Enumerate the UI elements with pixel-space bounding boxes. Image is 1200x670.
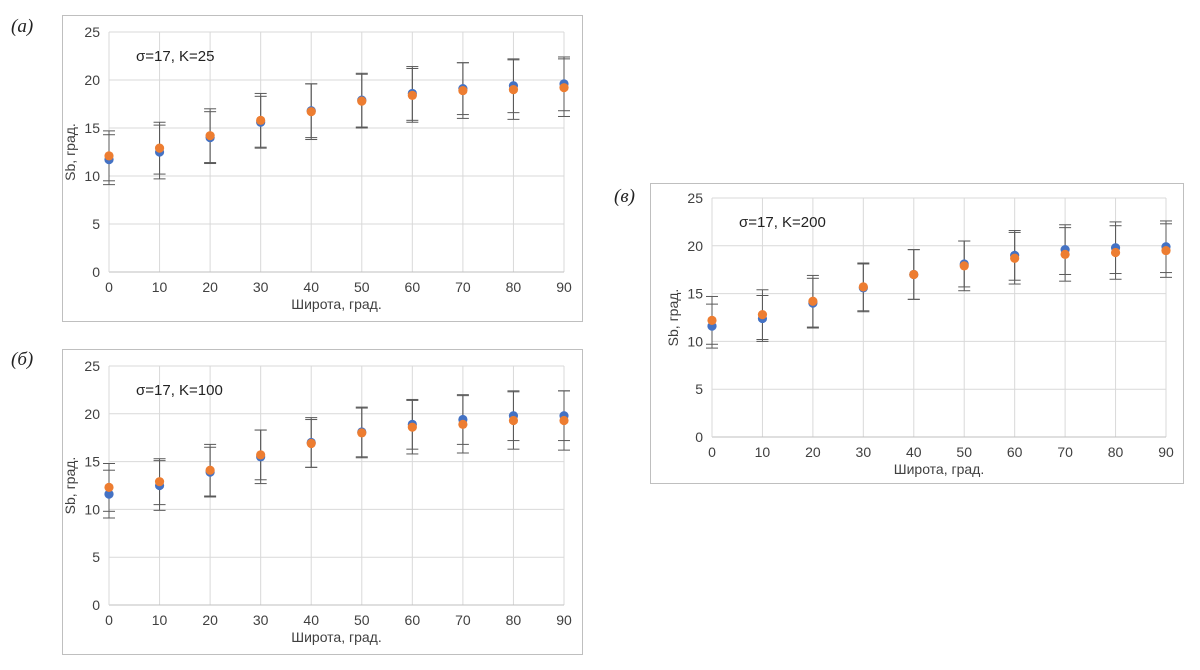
x-tick-label: 40 — [303, 612, 319, 628]
x-tick-label: 20 — [202, 279, 218, 295]
x-tick-label: 60 — [405, 279, 421, 295]
y-tick-label: 25 — [84, 358, 100, 374]
x-tick-label: 40 — [906, 444, 922, 460]
x-axis-title: Широта, град. — [291, 629, 381, 645]
x-tick-label: 0 — [708, 444, 716, 460]
x-tick-label: 50 — [354, 279, 370, 295]
data-point-series-2 — [1110, 247, 1121, 258]
data-point-series-2 — [1010, 253, 1020, 263]
x-tick-label: 60 — [405, 612, 421, 628]
data-point-series-2 — [407, 90, 417, 100]
y-tick-label: 0 — [92, 264, 100, 280]
x-tick-label: 30 — [856, 444, 872, 460]
data-point-series-2 — [458, 85, 468, 96]
x-tick-label: 50 — [956, 444, 972, 460]
data-point-series-2 — [757, 310, 768, 320]
data-point-series-2 — [707, 315, 717, 325]
data-point-series-1 — [104, 489, 114, 499]
x-tick-label: 50 — [354, 612, 370, 628]
data-point-series-2 — [154, 477, 165, 487]
x-tick-label: 80 — [1108, 444, 1124, 460]
data-point-series-2 — [407, 422, 417, 432]
y-tick-label: 20 — [84, 72, 100, 88]
data-point-series-2 — [256, 115, 266, 125]
y-tick-label: 0 — [92, 597, 100, 613]
data-point-series-2 — [458, 419, 468, 429]
panel-letter-b: (б) — [11, 349, 34, 370]
x-tick-label: 90 — [556, 612, 572, 628]
data-point-series-2 — [357, 428, 367, 438]
data-point-series-2 — [808, 296, 818, 306]
data-point-series-2 — [959, 261, 969, 271]
data-point-series-2 — [205, 465, 215, 475]
x-tick-label: 0 — [105, 279, 113, 295]
data-point-series-2 — [909, 269, 919, 280]
y-tick-label: 15 — [84, 120, 100, 136]
y-tick-label: 25 — [84, 24, 100, 40]
data-point-series-2 — [357, 96, 367, 106]
x-tick-label: 70 — [455, 612, 471, 628]
x-axis-title: Широта, град. — [894, 461, 984, 477]
data-point-series-2 — [104, 151, 114, 161]
y-axis-title: Sb, град. — [62, 123, 78, 181]
x-tick-label: 80 — [506, 612, 522, 628]
x-tick-label: 20 — [202, 612, 218, 628]
x-tick-label: 10 — [755, 444, 771, 460]
chart-annotation: σ=17, K=100 — [136, 382, 223, 399]
x-tick-label: 70 — [455, 279, 471, 295]
x-tick-label: 30 — [253, 279, 269, 295]
y-tick-label: 15 — [84, 454, 100, 470]
y-tick-label: 5 — [92, 549, 100, 565]
data-point-series-2 — [1161, 245, 1171, 256]
y-tick-label: 25 — [687, 190, 703, 206]
y-tick-label: 5 — [695, 381, 703, 397]
data-point-series-2 — [154, 143, 165, 153]
chart-frame-b — [62, 349, 583, 655]
y-tick-label: 10 — [687, 333, 703, 349]
x-tick-label: 40 — [303, 279, 319, 295]
y-tick-label: 10 — [84, 501, 100, 517]
panel-letter-a: (а) — [11, 16, 34, 37]
x-tick-label: 80 — [506, 279, 522, 295]
x-tick-label: 10 — [152, 612, 168, 628]
chart-annotation: σ=17, K=200 — [739, 214, 826, 231]
x-tick-label: 90 — [1158, 444, 1174, 460]
x-tick-label: 10 — [152, 279, 168, 295]
data-point-series-2 — [508, 415, 519, 426]
panel-letter-c: (в) — [614, 186, 635, 207]
y-axis-title: Sb, град. — [665, 289, 681, 347]
data-point-series-2 — [306, 438, 316, 449]
x-tick-label: 20 — [805, 444, 821, 460]
data-point-series-2 — [559, 83, 569, 93]
x-tick-label: 90 — [556, 279, 572, 295]
x-tick-label: 60 — [1007, 444, 1023, 460]
x-tick-label: 30 — [253, 612, 269, 628]
data-point-series-2 — [256, 450, 266, 460]
data-point-series-2 — [858, 282, 868, 292]
data-point-series-2 — [559, 415, 569, 426]
chart-frame-c — [650, 183, 1184, 484]
data-point-series-2 — [306, 107, 316, 117]
data-point-series-2 — [1060, 249, 1070, 260]
y-tick-label: 0 — [695, 429, 703, 445]
y-tick-label: 5 — [92, 216, 100, 232]
chart-annotation: σ=17, K=25 — [136, 48, 215, 65]
y-tick-label: 15 — [687, 286, 703, 302]
chart-frame-a — [62, 15, 583, 322]
x-tick-label: 70 — [1057, 444, 1073, 460]
data-point-series-2 — [508, 85, 519, 95]
y-tick-label: 10 — [84, 168, 100, 184]
data-point-series-2 — [205, 131, 215, 141]
y-axis-title: Sb, град. — [62, 457, 78, 515]
data-point-series-2 — [104, 482, 114, 493]
x-axis-title: Широта, град. — [291, 296, 381, 312]
y-tick-label: 20 — [84, 406, 100, 422]
x-tick-label: 0 — [105, 612, 113, 628]
y-tick-label: 20 — [687, 238, 703, 254]
